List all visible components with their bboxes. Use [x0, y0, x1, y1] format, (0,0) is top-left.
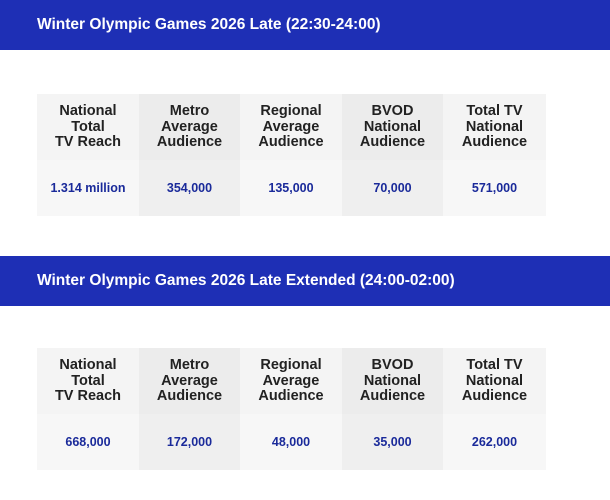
value-national-total-tv-reach: 668,000 — [37, 414, 139, 470]
value-bvod-national-audience: 70,000 — [342, 160, 443, 216]
value-regional-average-audience: 135,000 — [240, 160, 342, 216]
value-bvod-national-audience: 35,000 — [342, 414, 443, 470]
header-regional-average-audience: Regional Average Audience — [240, 94, 342, 160]
header-total-tv-national-audience: Total TV National Audience — [443, 94, 546, 160]
value-national-total-tv-reach: 1.314 million — [37, 160, 139, 216]
header-regional-average-audience: Regional Average Audience — [240, 348, 342, 414]
header-national-total-tv-reach: National Total TV Reach — [37, 348, 139, 414]
header-metro-average-audience: Metro Average Audience — [139, 94, 240, 160]
section-title: Winter Olympic Games 2026 Late Extended … — [37, 272, 455, 289]
section-title-banner-late: Winter Olympic Games 2026 Late (22:30-24… — [0, 0, 610, 50]
value-regional-average-audience: 48,000 — [240, 414, 342, 470]
value-metro-average-audience: 172,000 — [139, 414, 240, 470]
value-metro-average-audience: 354,000 — [139, 160, 240, 216]
header-national-total-tv-reach: National Total TV Reach — [37, 94, 139, 160]
header-bvod-national-audience: BVOD National Audience — [342, 348, 443, 414]
audience-table-late: National Total TV Reach Metro Average Au… — [37, 94, 546, 216]
section-title: Winter Olympic Games 2026 Late (22:30-24… — [37, 16, 381, 33]
value-total-tv-national-audience: 262,000 — [443, 414, 546, 470]
header-total-tv-national-audience: Total TV National Audience — [443, 348, 546, 414]
value-total-tv-national-audience: 571,000 — [443, 160, 546, 216]
section-title-banner-late-extended: Winter Olympic Games 2026 Late Extended … — [0, 256, 610, 306]
header-metro-average-audience: Metro Average Audience — [139, 348, 240, 414]
header-bvod-national-audience: BVOD National Audience — [342, 94, 443, 160]
audience-table-late-extended: National Total TV Reach Metro Average Au… — [37, 348, 546, 470]
